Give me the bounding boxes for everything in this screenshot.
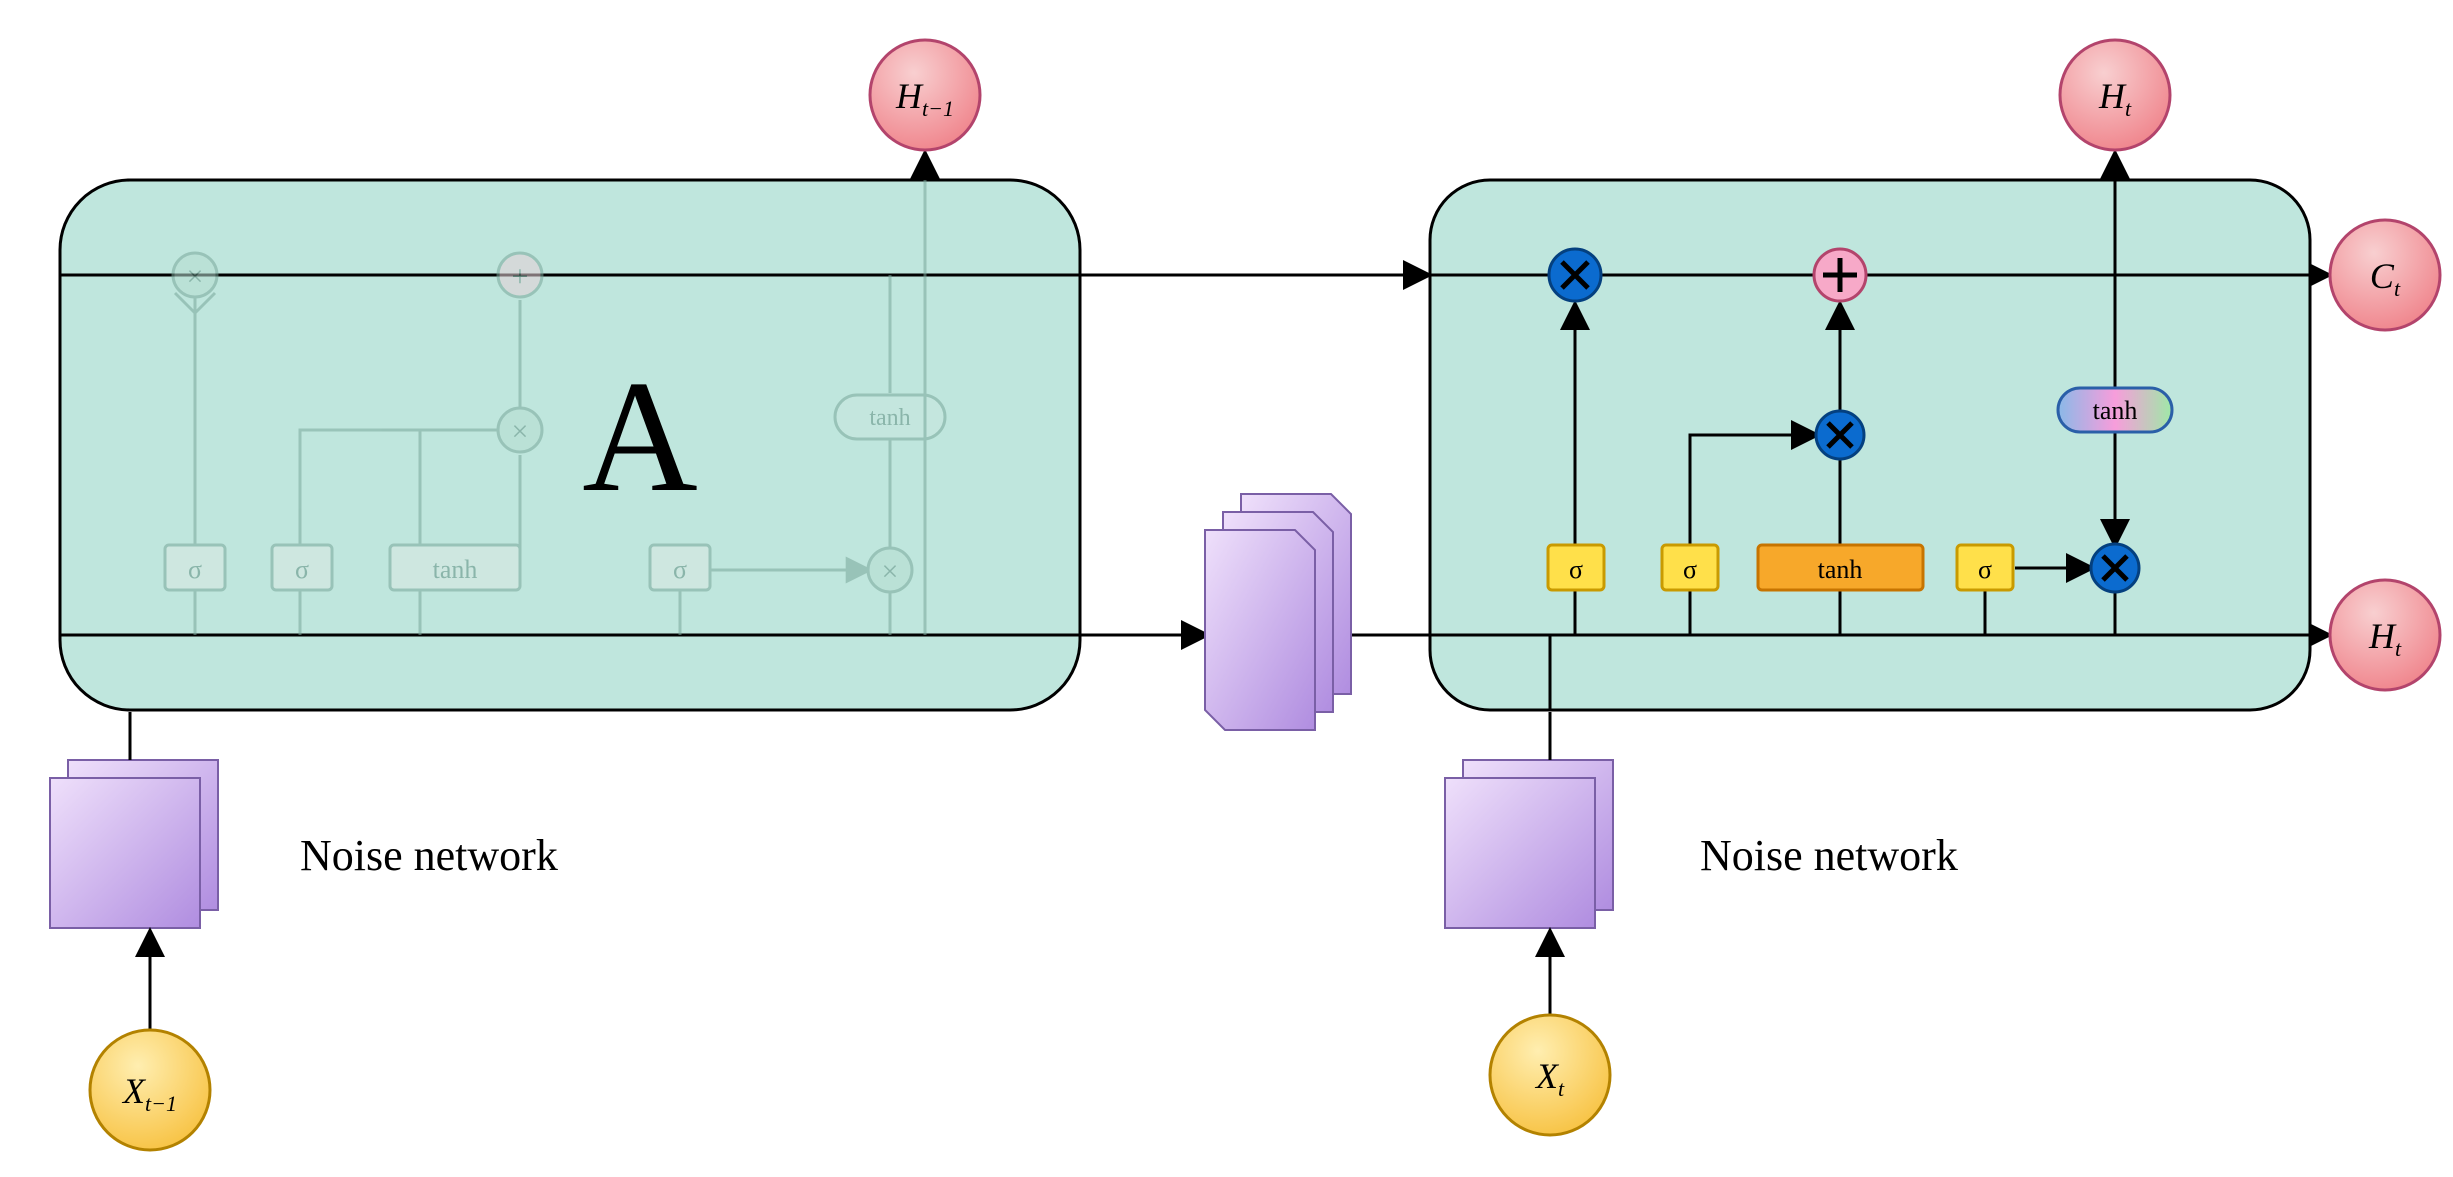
op-input-mult [1816, 411, 1864, 459]
svg-text:×: × [882, 555, 899, 588]
io-H-t-right: Ht [2330, 580, 2440, 690]
noise-network-right: Noise network [1445, 712, 1958, 1015]
io-H-t-top: Ht [2060, 40, 2170, 150]
gate-sigma3: σ [1957, 545, 2013, 590]
svg-text:tanh: tanh [433, 555, 478, 584]
diagram-root: × × + × tanh σ σ [0, 0, 2453, 1177]
io-X-t: Xt [1490, 1015, 1610, 1135]
gate-sigma2: σ [1662, 545, 1718, 590]
gate-tanh: tanh [1758, 545, 1923, 590]
tanh-out-pill: tanh [2058, 388, 2172, 432]
right-cell: tanh σ σ tanh σ [1430, 180, 2310, 710]
op-output-mult [2091, 544, 2139, 592]
left-cell: × × + × tanh σ σ [60, 180, 1080, 710]
gate-sigma1: σ [1548, 545, 1604, 590]
op-plus [1814, 249, 1866, 301]
noise-network-left: Noise network [50, 712, 558, 1030]
io-C-t: Ct [2330, 220, 2440, 330]
io-X-tm1: Xt−1 [90, 1030, 210, 1150]
svg-text:×: × [512, 415, 529, 448]
svg-text:σ: σ [188, 555, 202, 584]
svg-text:σ: σ [673, 555, 687, 584]
noise-network-left-label: Noise network [300, 831, 558, 880]
noise-network-right-label: Noise network [1700, 831, 1958, 880]
svg-text:×: × [187, 260, 204, 293]
io-H-tm1: Ht−1 [870, 40, 980, 150]
svg-text:σ: σ [1978, 555, 1992, 584]
svg-text:σ: σ [1569, 555, 1583, 584]
svg-text:tanh: tanh [869, 405, 910, 431]
svg-text:tanh: tanh [1818, 555, 1863, 584]
left-cell-label: A [582, 347, 698, 525]
svg-text:σ: σ [295, 555, 309, 584]
svg-text:tanh: tanh [2093, 396, 2138, 425]
middle-feature-stack [1205, 494, 1351, 730]
svg-text:σ: σ [1683, 555, 1697, 584]
op-forget-mult [1549, 249, 1601, 301]
svg-text:+: + [512, 260, 529, 293]
